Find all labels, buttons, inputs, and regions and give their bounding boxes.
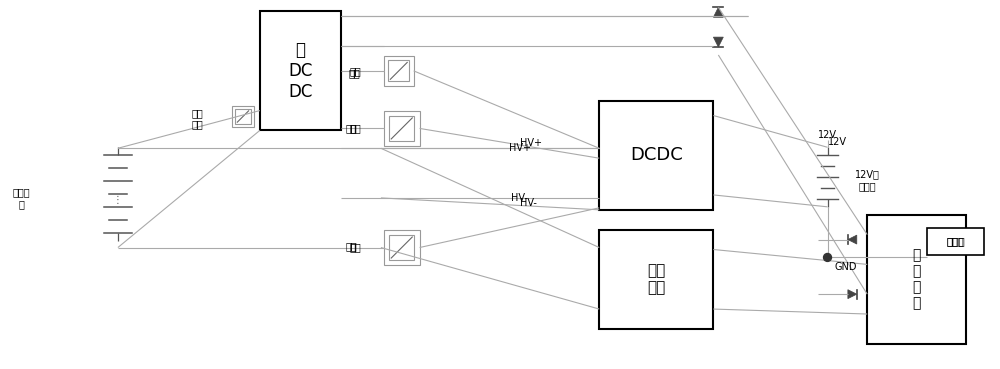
Bar <box>384 230 420 265</box>
Bar <box>867 215 966 344</box>
Bar <box>384 56 414 86</box>
Text: HV-: HV- <box>520 198 537 208</box>
Polygon shape <box>713 37 723 47</box>
Bar <box>232 106 254 127</box>
Text: 驱动
电机: 驱动 电机 <box>647 263 665 296</box>
Bar <box>384 111 420 146</box>
Circle shape <box>824 254 831 261</box>
Text: HV+: HV+ <box>520 138 542 148</box>
Text: 电量计: 电量计 <box>946 237 965 246</box>
Polygon shape <box>848 290 857 299</box>
Text: 电量计: 电量计 <box>947 237 964 246</box>
Bar <box>599 230 713 329</box>
Text: 总正: 总正 <box>345 123 357 134</box>
Text: HV-: HV- <box>511 193 528 203</box>
Text: 总负: 总负 <box>345 242 357 252</box>
Bar <box>927 228 984 255</box>
Text: 馈电
补充: 馈电 补充 <box>191 108 203 129</box>
Text: DCDC: DCDC <box>630 146 683 164</box>
Text: 12V: 12V <box>828 137 847 147</box>
Bar <box>260 11 341 130</box>
Text: 预充: 预充 <box>348 68 360 78</box>
Text: 小
DC
DC: 小 DC DC <box>288 41 313 101</box>
Bar <box>389 235 414 260</box>
Text: 预充: 预充 <box>349 66 361 76</box>
Text: HV+: HV+ <box>509 143 531 153</box>
Polygon shape <box>713 7 723 17</box>
Text: 总负: 总负 <box>349 242 361 252</box>
Bar <box>388 61 409 81</box>
Text: 12V: 12V <box>818 130 837 140</box>
Text: 太
阳
能
板: 太 阳 能 板 <box>913 248 921 311</box>
Text: 动力电
池: 动力电 池 <box>13 187 30 209</box>
Text: GND: GND <box>834 262 857 272</box>
Text: ⋮: ⋮ <box>113 195 123 205</box>
Bar <box>599 101 713 210</box>
Bar <box>389 116 414 141</box>
Text: 12V低
压电池: 12V低 压电池 <box>855 169 880 191</box>
Bar <box>235 109 251 124</box>
Text: 总正: 总正 <box>349 123 361 134</box>
Polygon shape <box>848 235 857 244</box>
